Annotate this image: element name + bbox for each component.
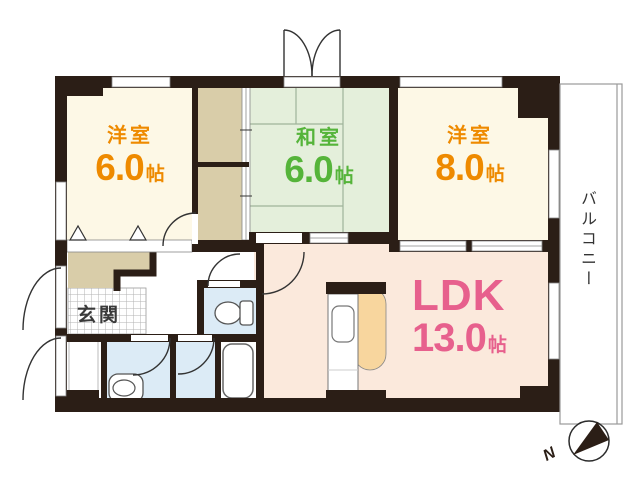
window	[399, 76, 503, 88]
door-gap	[55, 335, 67, 397]
entrance-door-gap	[55, 265, 67, 329]
door-arc	[162, 212, 197, 247]
room-size-unit: 帖	[334, 165, 354, 187]
window	[548, 149, 560, 219]
ldk-door-arc	[261, 251, 305, 295]
room-western-6	[62, 82, 197, 240]
door-gap	[178, 335, 212, 341]
balcony-label: バルコニー	[578, 190, 595, 290]
room-size-unit: 帖	[145, 163, 165, 185]
toilet	[214, 301, 242, 325]
window	[111, 76, 171, 88]
room-ldk	[254, 244, 550, 402]
room-size: 6.0	[284, 148, 333, 190]
entrance-door-arc	[22, 267, 62, 331]
entrance-label: 玄関	[76, 305, 121, 326]
door-swings	[22, 29, 341, 401]
shoe-cabinet	[68, 339, 99, 393]
room-label-japanese-6: 和室 6.0 帖	[254, 127, 384, 190]
entrance-tile	[67, 287, 147, 335]
kitchen-sink	[331, 305, 355, 343]
double-door-arc	[311, 29, 341, 77]
room-name: 洋室	[447, 125, 493, 147]
tatami-lines	[249, 82, 344, 232]
room-name: LDK	[412, 271, 506, 320]
door-gap	[256, 233, 302, 243]
room-name: 和室	[296, 127, 342, 149]
washroom-door-arc	[132, 337, 171, 376]
closet-folding-doors	[66, 224, 193, 253]
room-size-unit: 帖	[487, 335, 507, 356]
room-label-ldk: LDK 13.0 帖	[412, 271, 562, 360]
bath-door-arc	[177, 337, 215, 375]
door-sill	[283, 76, 341, 88]
room-size: 8.0	[435, 146, 484, 188]
room-size: 6.0	[95, 146, 144, 188]
door-gap	[131, 335, 168, 341]
door-gap	[192, 214, 198, 244]
room-size-unit: 帖	[485, 163, 505, 185]
door-gap	[208, 281, 240, 287]
window	[548, 282, 560, 360]
room-label-western-6: 洋室 6.0 帖	[68, 125, 192, 188]
kitchen-counter-top	[353, 287, 387, 371]
fixtures	[68, 287, 387, 403]
door-arc	[22, 337, 62, 401]
double-door-arc	[283, 29, 313, 77]
entrance-storage	[68, 252, 157, 291]
room-size: 13.0	[412, 316, 487, 360]
window	[55, 181, 67, 241]
room-bath-entry	[176, 342, 215, 402]
room-name: 洋室	[107, 125, 153, 147]
compass-rose-icon	[568, 420, 610, 462]
windows-and-openings	[55, 76, 560, 397]
toilet-door-arc	[207, 253, 241, 287]
balcony	[559, 83, 623, 425]
bathtub	[222, 343, 254, 399]
room-japanese-6	[249, 82, 391, 232]
room-label-western-8: 洋室 8.0 帖	[400, 125, 540, 188]
